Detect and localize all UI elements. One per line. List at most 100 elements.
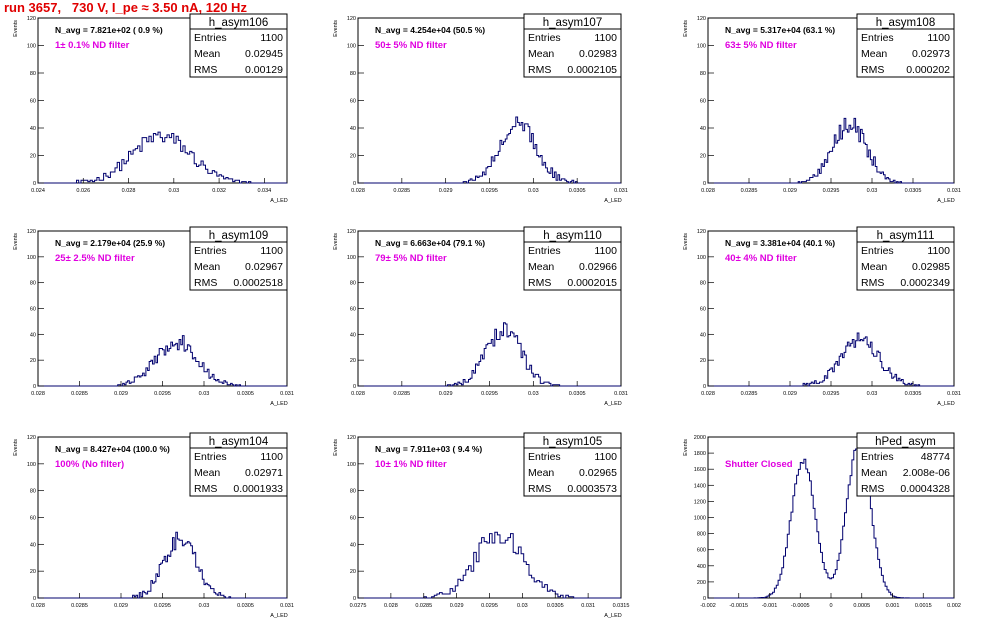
- y-tick-label: 120: [347, 435, 356, 441]
- x-tick-label: 0.0275: [350, 603, 367, 609]
- stats-rms-value: 0.0004328: [900, 483, 950, 495]
- y-tick-label: 80: [700, 71, 706, 77]
- stats-mean-label: Mean: [528, 48, 554, 60]
- stats-mean-value: 0.02966: [579, 261, 617, 273]
- x-tick-label: 0.0305: [905, 188, 922, 194]
- histogram-panel-h_asym109: 0.028 0.0285 0.029 0.0295 0.03 0.0305 0.031 0 20…: [13, 226, 294, 407]
- y-tick-label: 60: [700, 307, 706, 313]
- x-axis-title: A_LED: [937, 401, 954, 407]
- histogram-panel-h_asym104: 0.028 0.0285 0.029 0.0295 0.03 0.0305 0.031 0 20…: [13, 432, 294, 619]
- y-tick-label: 100: [347, 44, 356, 50]
- x-tick-label: 0.03: [867, 188, 878, 194]
- y-axis-title: Events: [683, 439, 689, 456]
- y-tick-label: 120: [27, 16, 36, 22]
- y-tick-label: 120: [27, 229, 36, 235]
- y-tick-label: 80: [30, 281, 36, 287]
- filter-label: 10± 1% ND filter: [375, 459, 447, 470]
- x-tick-label: 0.0295: [154, 603, 171, 609]
- filter-label: 25± 2.5% ND filter: [55, 253, 135, 264]
- stats-box: [856, 432, 955, 497]
- histogram-line: [38, 335, 287, 387]
- y-tick-label: 0: [33, 596, 36, 602]
- y-tick-label: 60: [350, 516, 356, 522]
- x-tick-label: 0.029: [783, 391, 797, 397]
- histogram-line: [708, 332, 954, 387]
- y-tick-label: 0: [33, 181, 36, 187]
- histogram-panel-h_asym111: 0.028 0.0285 0.029 0.0295 0.03 0.0305 0.031 0 20…: [683, 226, 961, 407]
- y-tick-label: 100: [697, 255, 706, 261]
- stats-entries-label: Entries: [528, 451, 561, 463]
- x-tick-label: 0.0295: [823, 391, 840, 397]
- n-avg-label: N_avg = 8.427e+04 (100.0 %): [55, 444, 170, 454]
- y-tick-label: 120: [697, 229, 706, 235]
- stats-mean-value: 0.02973: [912, 48, 950, 60]
- x-tick-label: 0.029: [439, 188, 453, 194]
- y-tick-label: 80: [350, 489, 356, 495]
- y-tick-label: 0: [353, 596, 356, 602]
- y-tick-label: 0: [353, 181, 356, 187]
- y-tick-label: 60: [700, 99, 706, 105]
- y-tick-label: 120: [347, 16, 356, 22]
- stats-entries-value: 1100: [927, 32, 950, 44]
- y-axis-title: Events: [683, 233, 689, 250]
- x-tick-label: 0.03: [528, 188, 539, 194]
- filter-label: 79± 5% ND filter: [375, 253, 447, 264]
- n-avg-label: N_avg = 2.179e+04 (25.9 %): [55, 238, 165, 248]
- y-tick-label: 2000: [694, 435, 706, 441]
- x-tick-label: 0.002: [947, 603, 961, 609]
- x-tick-label: 0.031: [614, 188, 628, 194]
- stats-title: hPed_asym: [875, 436, 936, 448]
- x-tick-label: 0.031: [581, 603, 595, 609]
- stats-mean-label: Mean: [528, 261, 554, 273]
- stats-rms-value: 0.0003573: [567, 483, 617, 495]
- y-tick-label: 400: [697, 564, 706, 570]
- stats-mean-label: Mean: [528, 467, 554, 479]
- stats-entries-value: 1100: [260, 245, 283, 257]
- stats-entries-label: Entries: [861, 32, 894, 44]
- stats-mean-value: 0.02967: [245, 261, 283, 273]
- stats-mean-value: 0.02985: [912, 261, 950, 273]
- y-tick-label: 80: [30, 489, 36, 495]
- y-tick-label: 60: [350, 307, 356, 313]
- x-tick-label: -0.0005: [791, 603, 810, 609]
- y-tick-label: 120: [697, 16, 706, 22]
- x-tick-label: -0.002: [700, 603, 716, 609]
- x-tick-label: 0.0305: [237, 603, 254, 609]
- x-axis-title: A_LED: [270, 401, 287, 407]
- x-tick-label: 0.031: [614, 391, 628, 397]
- x-tick-label: -0.001: [762, 603, 778, 609]
- stats-entries-label: Entries: [861, 451, 894, 463]
- x-tick-label: 0.032: [212, 188, 226, 194]
- y-tick-label: 100: [27, 255, 36, 261]
- x-tick-label: 0: [829, 603, 832, 609]
- stats-box: [856, 13, 955, 78]
- y-axis-title: Events: [333, 20, 339, 37]
- x-tick-label: 0.03: [867, 391, 878, 397]
- stats-entries-label: Entries: [194, 451, 227, 463]
- stats-mean-value: 0.02945: [245, 48, 283, 60]
- stats-title: h_asym111: [877, 230, 935, 242]
- y-tick-label: 60: [350, 99, 356, 105]
- y-tick-label: 40: [350, 542, 356, 548]
- y-tick-label: 100: [27, 44, 36, 50]
- y-axis-title: Events: [333, 439, 339, 456]
- n-avg-label: N_avg = 7.821e+02 ( 0.9 %): [55, 25, 163, 35]
- x-tick-label: 0.0285: [393, 188, 410, 194]
- y-tick-label: 200: [697, 580, 706, 586]
- x-tick-label: 0.029: [114, 603, 128, 609]
- y-tick-label: 20: [350, 154, 356, 160]
- x-axis-title: A_LED: [604, 613, 621, 619]
- histogram-panel-h_asym105: 0.0275 0.028 0.0285 0.029 0.0295 0.03 0.0305 0.…: [333, 432, 629, 619]
- y-tick-label: 100: [697, 44, 706, 50]
- stats-rms-value: 0.00129: [245, 64, 283, 76]
- stats-rms-value: 0.000202: [906, 64, 950, 76]
- page-title: run 3657, 730 V, I_pe ≈ 3.50 nA, 120 Hz: [4, 0, 247, 15]
- y-tick-label: 20: [350, 358, 356, 364]
- y-tick-label: 120: [27, 435, 36, 441]
- stats-rms-label: RMS: [528, 277, 551, 289]
- y-tick-label: 1000: [694, 516, 706, 522]
- y-axis-title: Events: [333, 233, 339, 250]
- n-avg-label: N_avg = 7.911e+03 ( 9.4 %): [375, 444, 482, 454]
- x-tick-label: 0.0285: [71, 603, 88, 609]
